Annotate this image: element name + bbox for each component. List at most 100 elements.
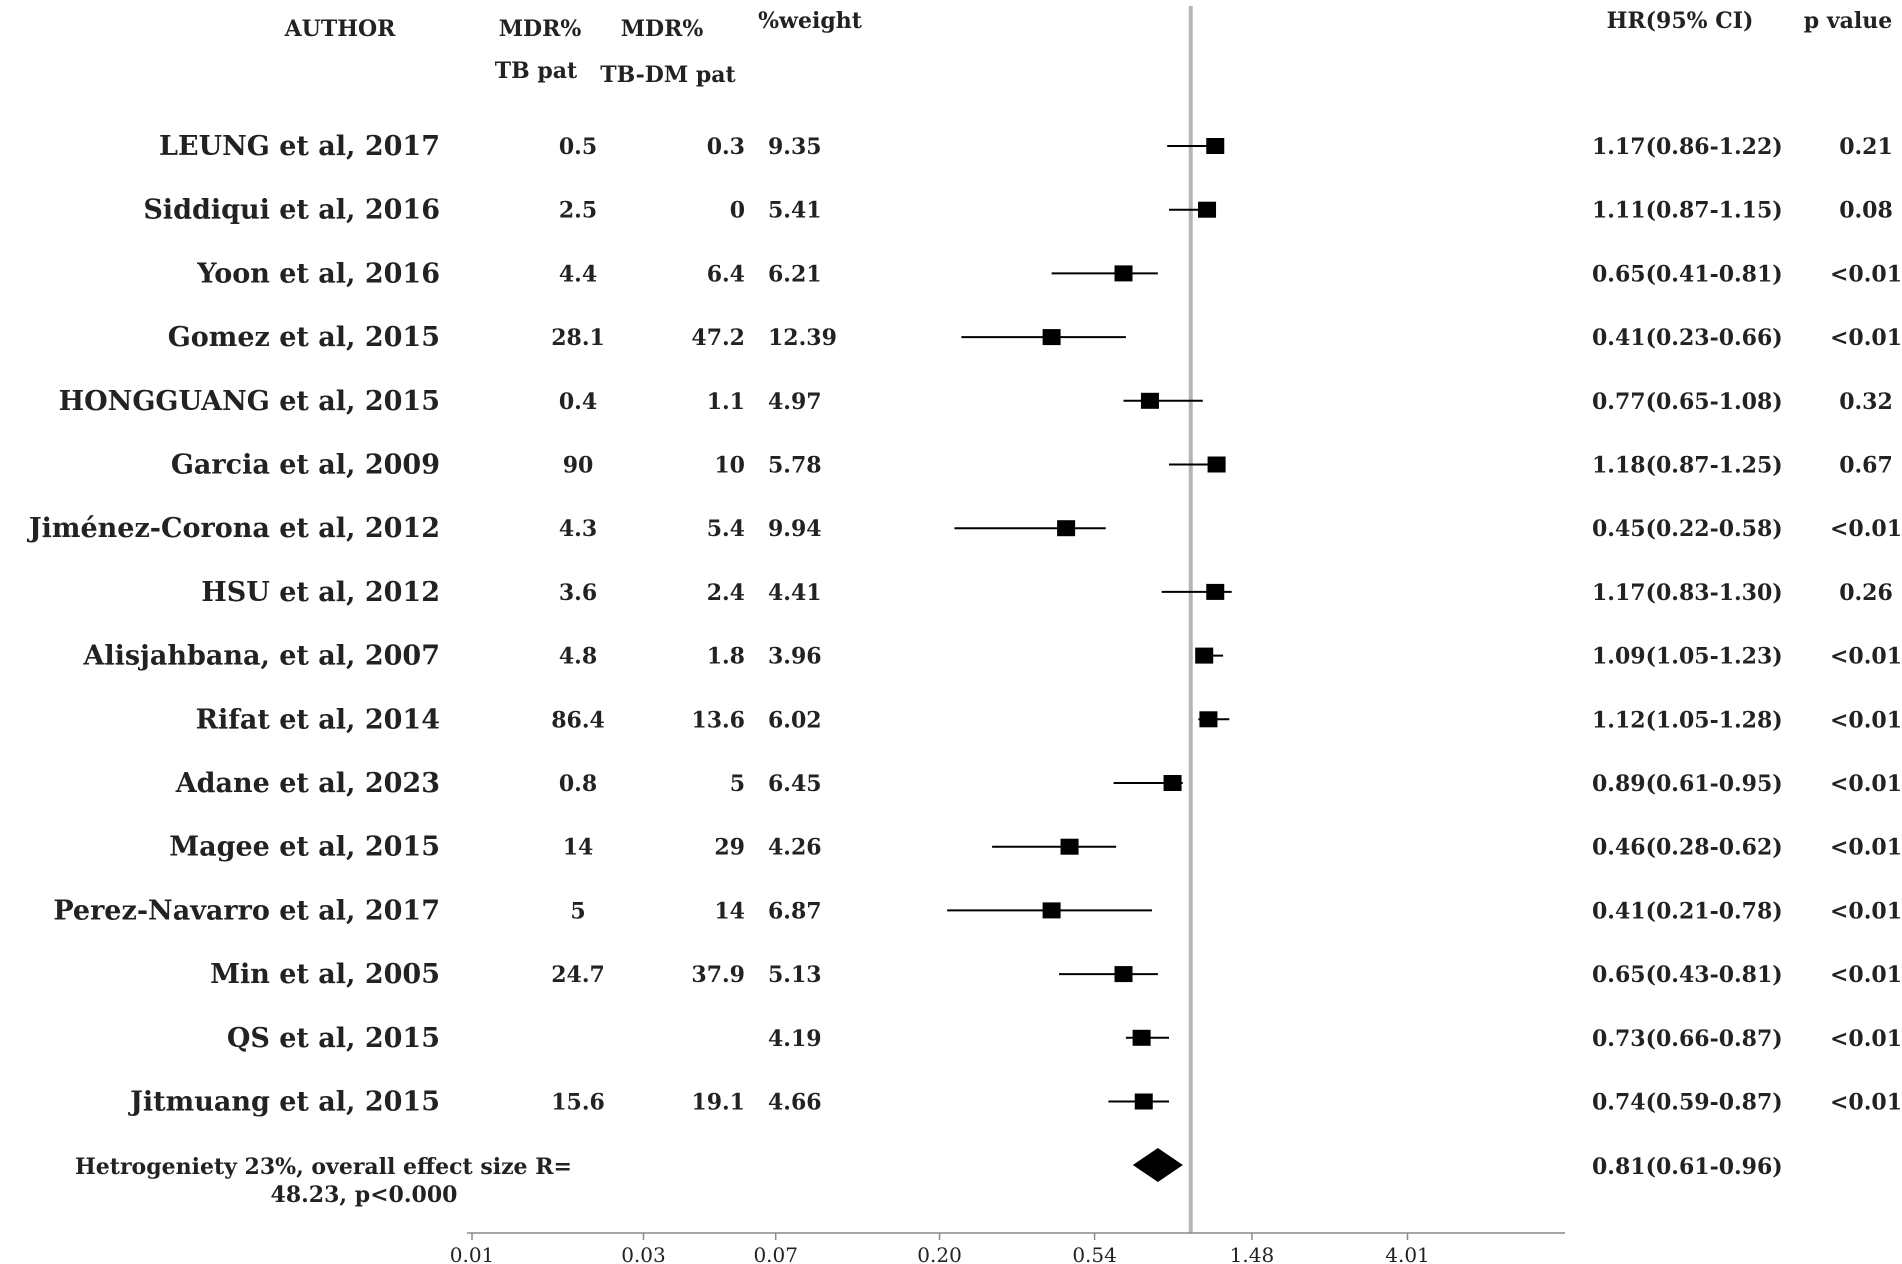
study-mdr-tbdm: 13.6 <box>691 707 745 733</box>
header-mdr-tb-line2: TB pat <box>495 58 578 84</box>
hr-point <box>1206 138 1225 154</box>
study-mdr-tbdm: 5.4 <box>707 516 745 542</box>
study-p-value: <0.01 <box>1830 644 1902 670</box>
forest-markers <box>947 6 1232 1233</box>
study-mdr-tb: 86.4 <box>551 707 605 733</box>
study-hr-text: 0.41(0.21-0.78) <box>1592 898 1783 924</box>
study-author: Jiménez-Corona et al, 2012 <box>27 513 440 544</box>
study-mdr-tbdm: 14 <box>714 898 745 924</box>
study-author: Alisjahbana, et al, 2007 <box>82 641 440 672</box>
study-hr-text: 1.11(0.87-1.15) <box>1592 198 1783 224</box>
study-mdr-tb: 4.8 <box>559 644 597 670</box>
study-p-value: <0.01 <box>1830 1090 1902 1116</box>
study-mdr-tb: 4.4 <box>559 261 597 287</box>
study-hr-text: 0.77(0.65-1.08) <box>1592 389 1783 415</box>
header-weight: %weight <box>758 8 863 34</box>
study-mdr-tbdm: 1.8 <box>707 644 745 670</box>
study-hr-text: 0.46(0.28-0.62) <box>1592 835 1783 861</box>
study-weight: 9.35 <box>768 134 822 160</box>
study-hr-text: 1.17(0.86-1.22) <box>1592 134 1783 160</box>
study-weight: 9.94 <box>768 516 822 542</box>
study-mdr-tbdm: 1.1 <box>707 389 745 415</box>
hr-point <box>1042 902 1061 919</box>
header-author: AUTHOR <box>284 16 397 42</box>
study-mdr-tb: 28.1 <box>551 325 605 351</box>
hr-point <box>1199 711 1218 728</box>
study-weight: 6.21 <box>768 261 822 287</box>
header-mdr-tbdm-line1: MDR% <box>621 16 704 42</box>
overall-label-line2: 48.23, p<0.000 <box>271 1182 458 1208</box>
study-weight: 4.19 <box>768 1026 822 1052</box>
x-tick-label: 0.01 <box>450 1243 495 1264</box>
study-hr-text: 1.17(0.83-1.30) <box>1592 580 1783 606</box>
column-headers: AUTHOR MDR% TB pat MDR% TB-DM pat %weigh… <box>284 8 1893 88</box>
study-p-value: <0.01 <box>1830 835 1902 861</box>
hr-point <box>1134 1093 1153 1110</box>
study-p-value: <0.01 <box>1830 898 1902 924</box>
study-mdr-tbdm: 5 <box>730 771 745 797</box>
study-hr-text: 1.09(1.05-1.23) <box>1592 644 1783 670</box>
study-hr-text: 0.73(0.66-0.87) <box>1592 1026 1783 1052</box>
overall-hr-text: 0.81(0.61-0.96) <box>1592 1154 1783 1180</box>
study-mdr-tbdm: 37.9 <box>691 962 745 988</box>
study-p-value: <0.01 <box>1830 962 1902 988</box>
hr-point <box>1042 329 1061 346</box>
study-weight: 5.41 <box>768 198 822 224</box>
study-p-value: 0.21 <box>1839 134 1893 160</box>
study-mdr-tbdm: 0.3 <box>707 134 745 160</box>
study-weight: 3.96 <box>768 644 822 670</box>
x-tick-label: 1.48 <box>1230 1243 1275 1264</box>
study-author: Magee et al, 2015 <box>169 832 440 863</box>
study-mdr-tbdm: 2.4 <box>707 580 745 606</box>
header-mdr-tbdm-line2: TB-DM pat <box>600 62 736 88</box>
hr-point <box>1060 838 1079 855</box>
study-mdr-tbdm: 47.2 <box>691 325 745 351</box>
study-p-value: <0.01 <box>1830 325 1902 351</box>
overall-label-line1: Hetrogeniety 23%, overall effect size R= <box>75 1154 572 1180</box>
overall-row: Hetrogeniety 23%, overall effect size R=… <box>75 1154 1783 1208</box>
study-p-value: 0.26 <box>1839 580 1893 606</box>
study-hr-text: 0.89(0.61-0.95) <box>1592 771 1783 797</box>
hr-point <box>1057 520 1076 537</box>
hr-point <box>1198 201 1217 218</box>
study-mdr-tb: 0.5 <box>559 134 597 160</box>
hr-point <box>1114 966 1133 983</box>
study-author: Perez-Navarro et al, 2017 <box>53 895 440 926</box>
study-p-value: <0.01 <box>1830 516 1902 542</box>
header-pvalue: p value <box>1804 8 1892 34</box>
hr-point <box>1195 647 1214 664</box>
study-p-value: 0.08 <box>1839 198 1893 224</box>
study-mdr-tbdm: 29 <box>714 835 745 861</box>
study-author: Garcia et al, 2009 <box>171 450 440 481</box>
study-mdr-tbdm: 6.4 <box>707 261 745 287</box>
hr-point <box>1140 392 1159 409</box>
study-weight: 4.41 <box>768 580 822 606</box>
study-author: HSU et al, 2012 <box>201 577 440 608</box>
study-weight: 5.13 <box>768 962 822 988</box>
study-hr-text: 0.65(0.43-0.81) <box>1592 962 1783 988</box>
study-author: Siddiqui et al, 2016 <box>143 195 440 226</box>
study-author: Jitmuang et al, 2015 <box>128 1087 440 1118</box>
study-weight: 4.26 <box>768 835 822 861</box>
study-mdr-tbdm: 0 <box>730 198 745 224</box>
header-hr: HR(95% CI) <box>1607 8 1754 34</box>
study-mdr-tb: 5 <box>570 898 585 924</box>
x-tick-label: 0.20 <box>917 1243 962 1264</box>
study-weight: 4.97 <box>768 389 822 415</box>
study-hr-text: 1.18(0.87-1.25) <box>1592 453 1783 479</box>
hr-point <box>1132 1029 1151 1046</box>
header-mdr-tb-line1: MDR% <box>499 16 582 42</box>
study-p-value: <0.01 <box>1830 1026 1902 1052</box>
study-hr-text: 0.45(0.22-0.58) <box>1592 516 1783 542</box>
study-author: QS et al, 2015 <box>227 1023 440 1054</box>
study-mdr-tb: 2.5 <box>559 198 597 224</box>
study-weight: 6.45 <box>768 771 822 797</box>
study-weight: 12.39 <box>768 325 837 351</box>
study-weight: 5.78 <box>768 453 822 479</box>
x-tick-label: 4.01 <box>1385 1243 1430 1264</box>
study-hr-text: 1.12(1.05-1.28) <box>1592 707 1783 733</box>
hr-point <box>1206 583 1225 600</box>
study-author: Min et al, 2005 <box>210 959 440 990</box>
hr-point <box>1114 265 1133 282</box>
study-mdr-tb: 14 <box>563 835 594 861</box>
